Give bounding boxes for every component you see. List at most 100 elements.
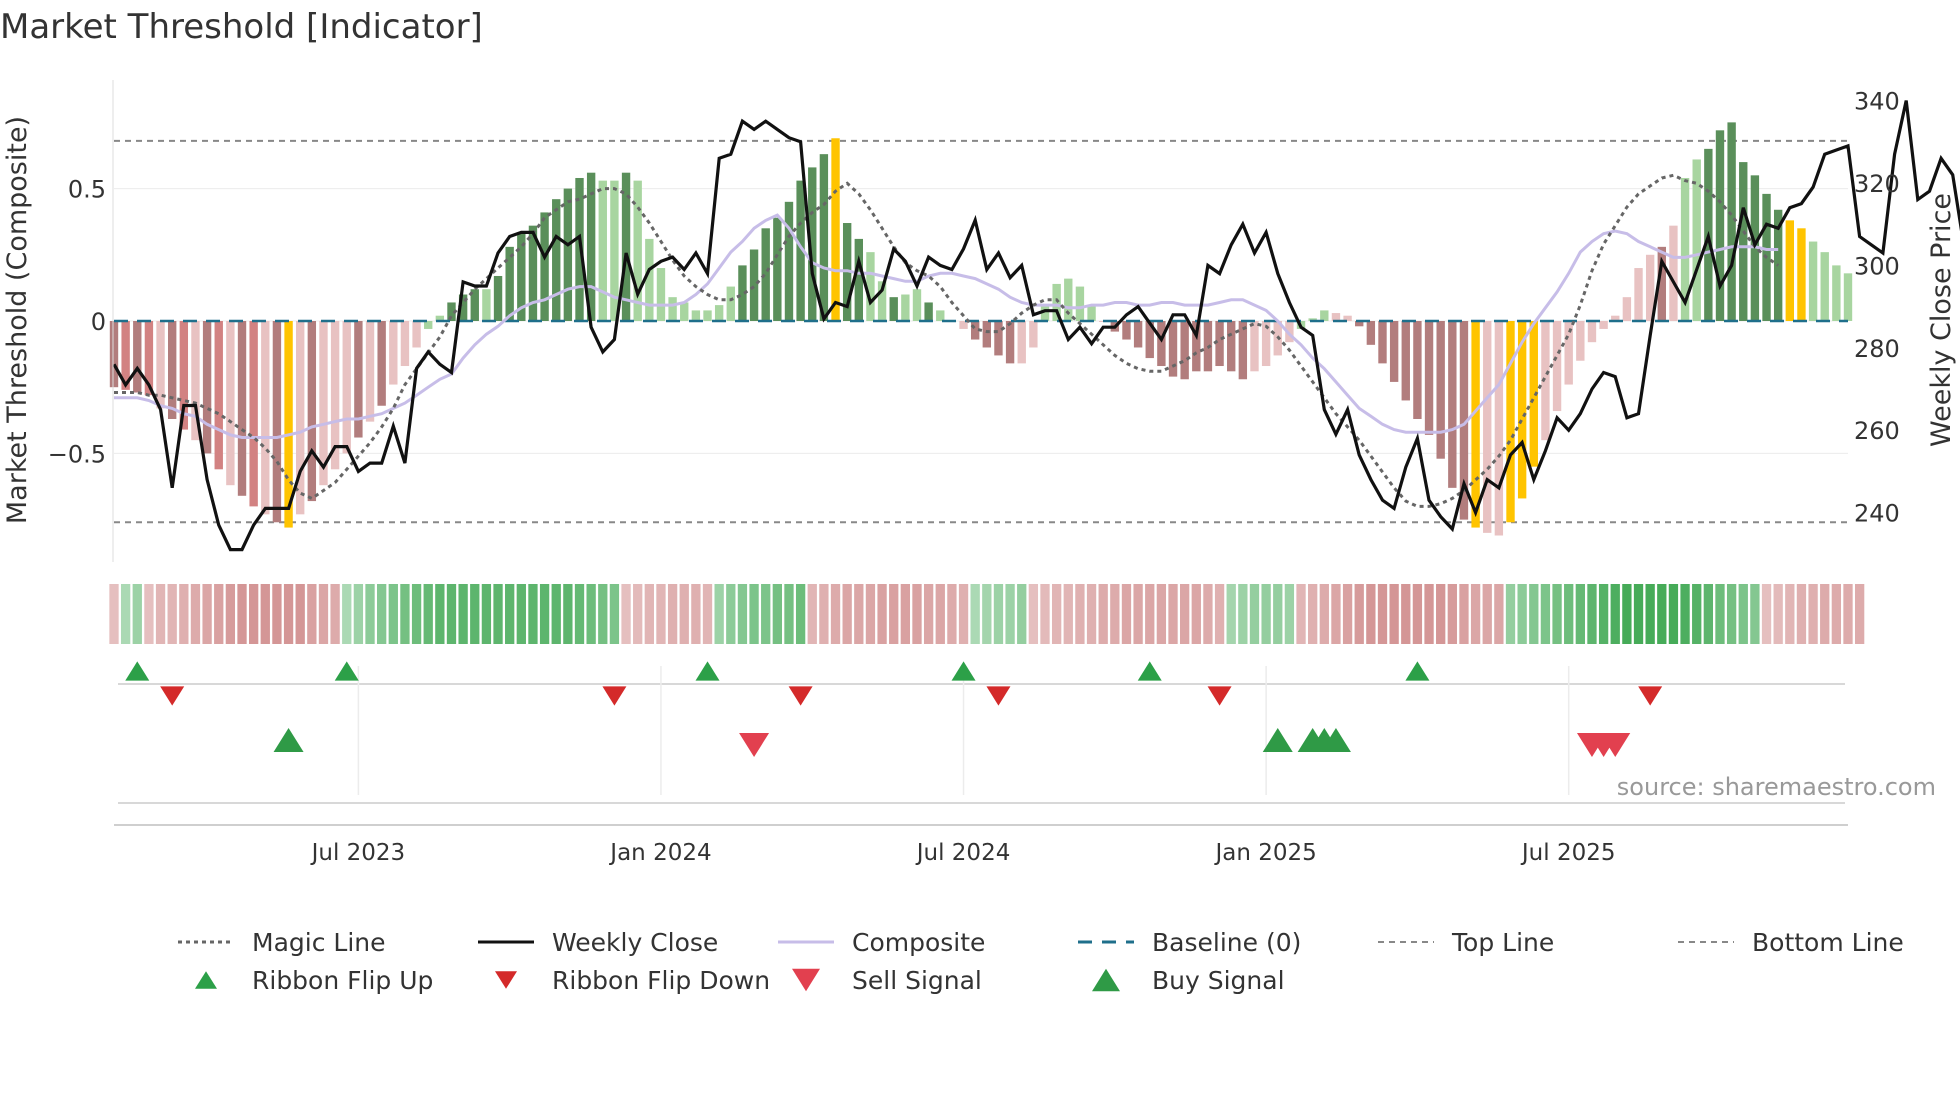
ribbon-cell bbox=[958, 584, 969, 644]
ribbon-cell bbox=[970, 584, 980, 644]
ribbon-cell bbox=[1808, 584, 1818, 644]
ribbon-cell bbox=[1785, 584, 1795, 644]
buy-signal-marker bbox=[273, 728, 304, 752]
composite-bar bbox=[889, 297, 898, 321]
y-tick-label-right: 260 bbox=[1854, 417, 1900, 445]
composite-bar bbox=[680, 302, 689, 321]
ribbon-cell bbox=[1761, 584, 1772, 644]
ribbon-cell bbox=[307, 584, 317, 644]
composite-bar bbox=[819, 154, 829, 321]
composite-bar bbox=[726, 286, 735, 321]
ribbon-flip-up-marker bbox=[695, 661, 720, 681]
legend-swatch bbox=[1378, 941, 1434, 943]
ribbon-cell bbox=[1703, 584, 1714, 644]
ribbon-cell bbox=[202, 584, 212, 644]
composite-bar bbox=[202, 321, 212, 454]
ribbon-cell bbox=[563, 584, 573, 644]
composite-bar bbox=[1215, 321, 1224, 367]
composite-bar bbox=[156, 321, 165, 409]
ribbon-cell bbox=[691, 584, 701, 644]
x-tick-label: Jul 2025 bbox=[1520, 840, 1616, 866]
legend-swatch-mark bbox=[792, 968, 820, 992]
composite-bar bbox=[214, 321, 223, 470]
composite-bar bbox=[982, 321, 992, 348]
composite-bar bbox=[1715, 130, 1725, 321]
composite-bar bbox=[575, 177, 584, 321]
composite-bar bbox=[365, 321, 375, 422]
composite-bar bbox=[784, 201, 794, 321]
composite-bar bbox=[912, 289, 922, 321]
legend-swatch bbox=[478, 940, 534, 944]
ribbon-cell bbox=[1843, 584, 1853, 644]
ribbon-cell bbox=[1436, 584, 1446, 644]
composite-bar bbox=[1541, 321, 1550, 441]
ribbon-cell bbox=[1331, 584, 1341, 644]
composite-bar bbox=[389, 321, 398, 385]
ribbon-cell bbox=[1017, 584, 1027, 644]
ribbon-cell bbox=[982, 584, 992, 644]
ribbon-cell bbox=[516, 584, 526, 644]
source-note: source: sharemaestro.com bbox=[1617, 773, 1936, 801]
ribbon-cell bbox=[423, 584, 433, 644]
legend-item: Baseline (0) bbox=[1076, 924, 1301, 960]
sell-signal-marker bbox=[739, 733, 770, 757]
composite-bar bbox=[1192, 321, 1201, 372]
composite-bar bbox=[598, 180, 607, 321]
ribbon-strip bbox=[109, 584, 1865, 644]
ribbon-cell bbox=[435, 584, 445, 644]
legend-swatch bbox=[1678, 941, 1734, 943]
ribbon-cell bbox=[1086, 584, 1097, 644]
ribbon-cell bbox=[889, 584, 899, 644]
ribbon-cell bbox=[842, 584, 852, 644]
legend-label: Magic Line bbox=[252, 927, 386, 957]
ribbon-cell bbox=[132, 584, 142, 644]
composite-bar bbox=[1727, 122, 1736, 321]
ribbon-cell bbox=[935, 584, 945, 644]
ribbon-cell bbox=[667, 584, 678, 644]
legend-swatch bbox=[792, 968, 820, 992]
ribbon-cell bbox=[528, 584, 538, 644]
composite-bar bbox=[1087, 305, 1096, 321]
composite-bar bbox=[1180, 321, 1189, 380]
composite-bar bbox=[1576, 321, 1585, 361]
composite-bar bbox=[656, 268, 666, 321]
ribbon-cell bbox=[1854, 584, 1865, 644]
composite-bar bbox=[109, 321, 119, 388]
ribbon-cell bbox=[470, 584, 480, 644]
composite-bar bbox=[1052, 283, 1061, 321]
composite-bar bbox=[505, 246, 514, 321]
ribbon-cell bbox=[644, 584, 654, 644]
composite-bar bbox=[994, 321, 1003, 356]
ribbon-flip-down-marker bbox=[1207, 686, 1232, 706]
ribbon-cell bbox=[1750, 584, 1760, 644]
composite-bar bbox=[226, 321, 235, 486]
composite-bar bbox=[1529, 321, 1538, 467]
legend-label: Ribbon Flip Down bbox=[552, 965, 771, 995]
ribbon-flip-up-marker bbox=[951, 661, 976, 681]
ribbon-cell bbox=[923, 584, 934, 644]
composite-bar bbox=[249, 321, 258, 507]
ribbon-cell bbox=[237, 584, 247, 644]
ribbon-cell bbox=[737, 584, 748, 644]
ribbon-cell bbox=[900, 584, 911, 644]
ribbon-cell bbox=[1598, 584, 1609, 644]
buy-signal-marker bbox=[1320, 728, 1351, 752]
ribbon-cell bbox=[1366, 584, 1376, 644]
composite-bar bbox=[284, 321, 293, 528]
composite-bar bbox=[1645, 254, 1655, 321]
x-tick-label: Jan 2025 bbox=[1213, 840, 1316, 866]
legend-swatch bbox=[178, 940, 234, 944]
legend-item: Bottom Line bbox=[1676, 924, 1904, 960]
legend-swatch-mark bbox=[195, 971, 217, 989]
legend-swatch bbox=[1092, 968, 1120, 992]
y-tick-label-right: 300 bbox=[1854, 252, 1900, 280]
composite-bar bbox=[738, 265, 747, 321]
composite-bar bbox=[296, 321, 305, 515]
ribbon-cell bbox=[1552, 584, 1562, 644]
y-tick-label-right: 280 bbox=[1854, 335, 1900, 363]
composite-bar bbox=[435, 315, 445, 321]
ribbon-flip-down-marker bbox=[602, 686, 627, 706]
y-tick-label-right: 340 bbox=[1854, 88, 1900, 116]
legend-label: Buy Signal bbox=[1152, 965, 1285, 995]
ribbon-cell bbox=[1645, 584, 1655, 644]
